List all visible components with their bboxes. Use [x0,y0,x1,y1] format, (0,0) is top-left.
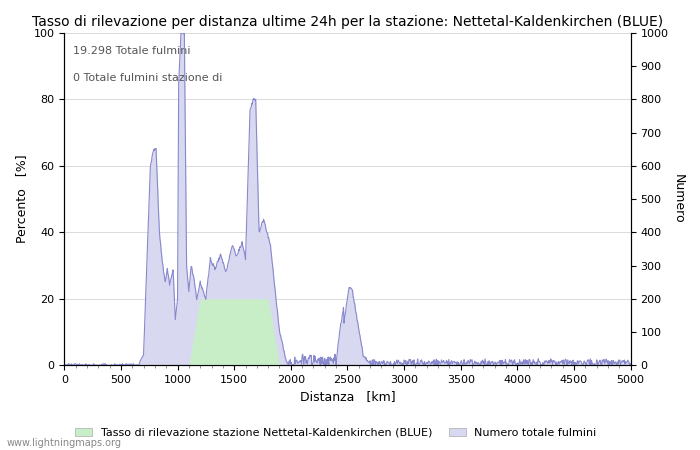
Text: www.lightningmaps.org: www.lightningmaps.org [7,438,122,448]
X-axis label: Distanza   [km]: Distanza [km] [300,391,395,404]
Text: 19.298 Totale fulmini: 19.298 Totale fulmini [73,46,190,56]
Y-axis label: Percento   [%]: Percento [%] [15,155,28,243]
Title: Tasso di rilevazione per distanza ultime 24h per la stazione: Nettetal-Kaldenkir: Tasso di rilevazione per distanza ultime… [32,15,663,29]
Y-axis label: Numero: Numero [672,174,685,224]
Text: 0 Totale fulmini stazione di: 0 Totale fulmini stazione di [73,73,222,83]
Legend: Tasso di rilevazione stazione Nettetal-Kaldenkirchen (BLUE), Numero totale fulmi: Tasso di rilevazione stazione Nettetal-K… [71,423,601,442]
